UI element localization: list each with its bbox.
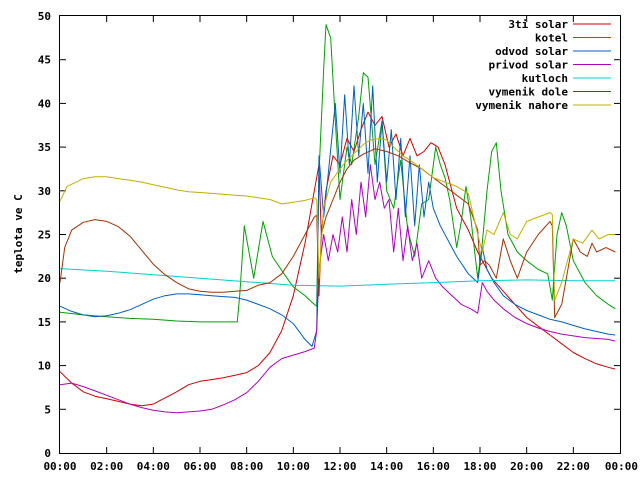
legend-label: odvod solar	[495, 45, 568, 58]
legend-label: vymenik dole	[489, 86, 569, 99]
series-line-3	[59, 164, 616, 414]
y-tick-label: 35	[38, 141, 51, 154]
y-tick-label: 5	[44, 403, 51, 416]
series-line-6	[59, 137, 616, 301]
y-tick-label: 30	[38, 185, 51, 198]
x-tick-label: 04:00	[137, 460, 170, 473]
y-tick-label: 40	[38, 97, 51, 110]
series-line-5	[59, 148, 616, 318]
x-tick-label: 02:00	[90, 460, 123, 473]
y-tick-label: 45	[38, 54, 51, 67]
x-tick-label: 10:00	[277, 460, 310, 473]
x-tick-label: 18:00	[463, 460, 496, 473]
legend-label: kutloch	[522, 72, 568, 85]
legend-label: 3ti solar	[508, 18, 568, 31]
x-tick-label: 06:00	[183, 460, 216, 473]
y-axis-label: teplota ve C	[12, 194, 25, 273]
legend-label: kotel	[535, 32, 568, 45]
y-tick-label: 0	[44, 447, 51, 460]
y-tick-label: 15	[38, 316, 51, 329]
series-line-4	[59, 268, 616, 287]
y-tick-label: 20	[38, 272, 51, 285]
x-tick-label: 00:00	[43, 460, 76, 473]
x-tick-label: 16:00	[417, 460, 450, 473]
x-tick-label: 20:00	[510, 460, 543, 473]
y-tick-label: 50	[38, 10, 51, 23]
x-tick-label: 22:00	[557, 460, 590, 473]
axis-ticks: 0 5 10 15 20 25 30 35 40 45 50 00:00 02:00 04:00 06:00…	[38, 10, 638, 473]
x-tick-label: 00:00	[605, 460, 638, 473]
x-tick-label: 08:00	[230, 460, 263, 473]
legend-label: vymenik nahore	[475, 99, 568, 112]
y-tick-label: 25	[38, 229, 51, 242]
series-line-1	[59, 24, 616, 323]
x-tick-label: 12:00	[323, 460, 356, 473]
x-tick-label: 14:00	[370, 460, 403, 473]
legend-label: privod solar	[489, 59, 569, 72]
series-lines	[59, 24, 616, 414]
y-tick-label: 10	[38, 360, 51, 373]
